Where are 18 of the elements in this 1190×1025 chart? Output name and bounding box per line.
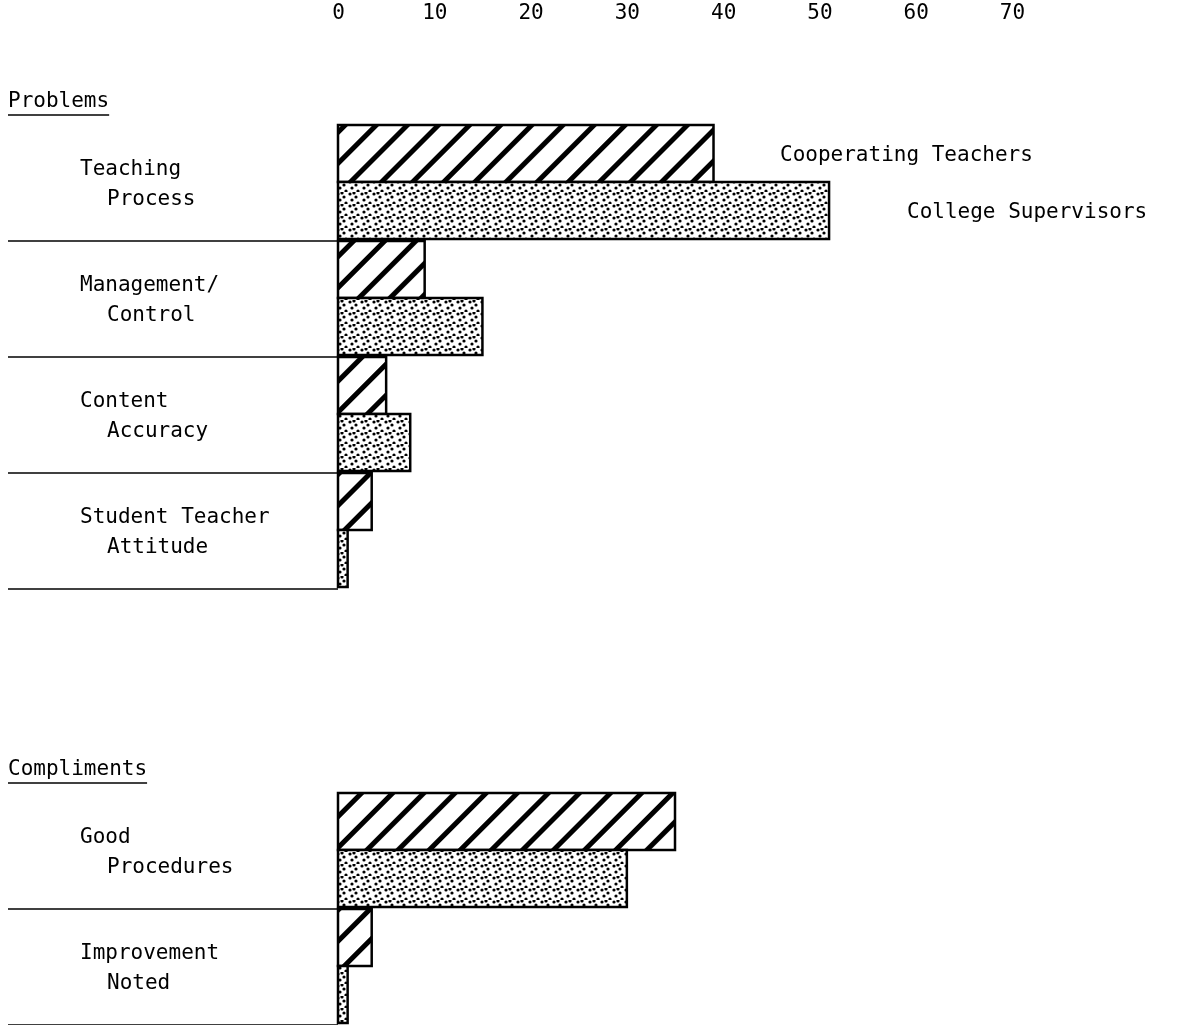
- x-tick-label: 10: [422, 0, 448, 24]
- y-tick-label: Student Teacher Attitude: [80, 504, 270, 558]
- x-tick-label: 70: [999, 0, 1026, 24]
- y-tick-label: Good Procedures: [80, 824, 234, 878]
- y-tick-label: Teaching Process: [80, 156, 196, 210]
- x-tick-label: 40: [710, 0, 737, 24]
- y-tick-label: Management/ Control: [80, 272, 220, 326]
- y-tick-label: Content Accuracy: [80, 388, 209, 442]
- x-tick-label: 60: [903, 0, 929, 24]
- text: Compliments: [8, 756, 148, 780]
- y-tick-label: Improvement Noted: [80, 940, 220, 994]
- x-tick-label: 0: [332, 0, 345, 24]
- text: Problems: [8, 88, 110, 112]
- text: College Supervisors: [907, 198, 1148, 223]
- x-tick-label: 50: [807, 0, 833, 24]
- x-tick-label: 30: [614, 0, 641, 24]
- text: Cooperating Teachers: [780, 141, 1033, 166]
- x-tick-label: 20: [518, 0, 544, 24]
